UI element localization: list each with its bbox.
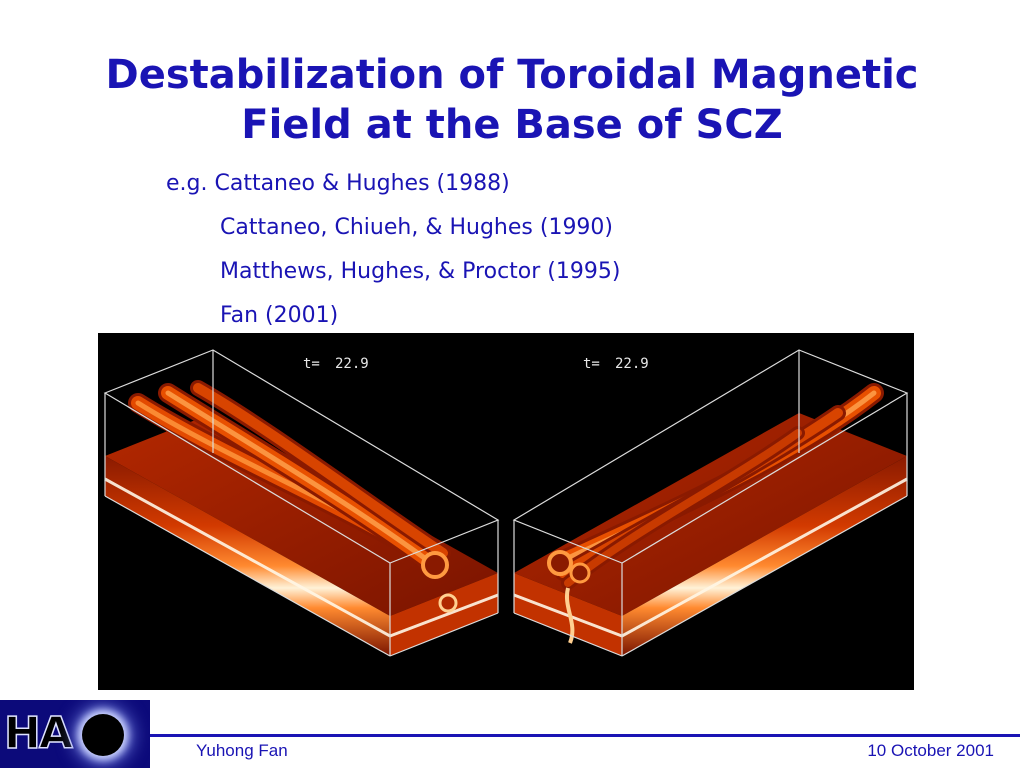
reference-item: Matthews, Hughes, & Proctor (1995) — [220, 259, 621, 284]
reference-item: Cattaneo, Chiueh, & Hughes (1990) — [220, 215, 614, 240]
left-time-label: t= — [303, 356, 320, 372]
reference-item: Fan (2001) — [220, 303, 339, 328]
simulation-render: t= 22.9 — [103, 349, 909, 657]
left-time-value: 22.9 — [335, 356, 369, 372]
slide-title: Destabilization of Toroidal Magnetic Fie… — [30, 50, 994, 150]
title-line-2: Field at the Base of SCZ — [241, 102, 783, 148]
right-panel: t= 22.9 — [512, 349, 909, 657]
right-time-value: 22.9 — [615, 356, 649, 372]
right-time-label: t= — [583, 356, 600, 372]
simulation-figure: t= 22.9 — [98, 333, 914, 690]
reference-list: e.g. Cattaneo & Hughes (1988) Cattaneo, … — [166, 162, 620, 338]
logo-text: HA — [3, 707, 73, 760]
reference-item: e.g. Cattaneo & Hughes (1988) — [166, 171, 510, 196]
left-panel: t= 22.9 — [103, 349, 500, 657]
footer-date: 10 October 2001 — [867, 741, 994, 760]
footer-author: Yuhong Fan — [196, 741, 288, 760]
hao-logo: HA — [0, 700, 150, 768]
sun-disk-icon — [82, 714, 124, 756]
title-line-1: Destabilization of Toroidal Magnetic — [105, 52, 919, 98]
footer-divider — [150, 734, 1020, 737]
